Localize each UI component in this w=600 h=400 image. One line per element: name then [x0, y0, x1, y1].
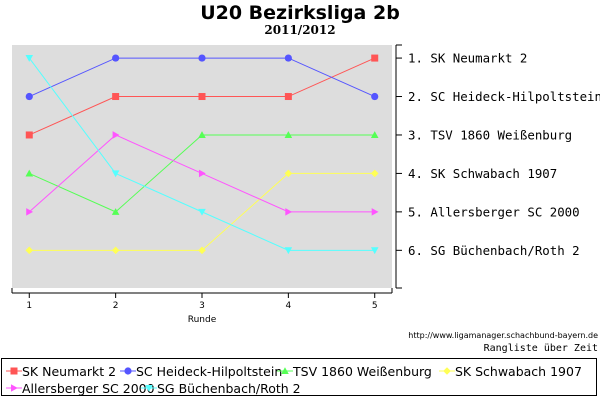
- data-point: [111, 170, 120, 178]
- legend-label: TSV 1860 Weißenburg: [293, 364, 432, 379]
- legend-item: SK Schwabach 1907: [439, 364, 582, 379]
- data-point: [111, 208, 120, 215]
- data-point: [284, 93, 292, 101]
- legend-swatch: [6, 367, 22, 375]
- right-tick-label: 1. SK Neumarkt 2: [408, 51, 527, 66]
- legend-label: SG Büchenbach/Roth 2: [157, 381, 301, 396]
- data-point: [370, 131, 379, 139]
- right-tick-label: 2. SC Heideck-Hilpoltstein: [408, 89, 600, 104]
- legend-swatch: [439, 367, 455, 375]
- x-tick-label: 3: [199, 301, 205, 311]
- data-point: [371, 92, 379, 101]
- data-point: [112, 54, 120, 62]
- legend-swatch: [120, 367, 136, 375]
- data-point: [198, 93, 206, 101]
- data-point: [284, 131, 293, 139]
- chart-subtitle: 2011/2012: [264, 23, 336, 37]
- data-point: [25, 169, 34, 177]
- source-url: http://www.ligamanager.schachbund-bayern…: [408, 331, 598, 340]
- data-point: [284, 169, 293, 178]
- data-point: [26, 208, 34, 216]
- chart-subnote: Rangliste über Zeit: [483, 343, 598, 354]
- data-point: [25, 55, 34, 62]
- data-point: [198, 246, 206, 255]
- data-point: [112, 93, 120, 101]
- data-point: [370, 247, 379, 255]
- legend-label: SC Heideck-Hilpoltstein: [136, 364, 283, 379]
- legend-item: Allersberger SC 2000: [6, 381, 155, 396]
- data-point: [370, 169, 379, 178]
- x-tick-label: 4: [285, 301, 291, 311]
- data-point: [25, 246, 34, 255]
- data-point: [198, 169, 206, 178]
- data-point: [284, 247, 293, 255]
- legend-item: SG Büchenbach/Roth 2: [141, 381, 301, 396]
- right-tick-label: 6. SG Büchenbach/Roth 2: [408, 243, 580, 258]
- legend-item: SK Neumarkt 2: [6, 364, 116, 379]
- right-tick-label: 5. Allersberger SC 2000: [408, 204, 580, 219]
- x-tick-label: 1: [26, 301, 32, 311]
- data-point: [284, 54, 292, 62]
- legend-item: TSV 1860 Weißenburg: [277, 364, 432, 379]
- data-point: [198, 54, 206, 62]
- legend-swatch: [6, 384, 22, 392]
- data-point: [25, 131, 33, 139]
- data-point: [112, 131, 120, 139]
- data-point: [198, 131, 206, 139]
- data-point: [198, 208, 206, 216]
- x-tick-label: 5: [372, 301, 378, 311]
- right-tick-label: 3. TSV 1860 Weißenburg: [408, 127, 572, 142]
- data-point: [371, 208, 379, 216]
- data-point: [371, 54, 379, 62]
- legend-label: Allersberger SC 2000: [22, 381, 155, 396]
- legend-item: SC Heideck-Hilpoltstein: [120, 364, 282, 379]
- legend-swatch: [141, 384, 157, 392]
- legend-label: SK Schwabach 1907: [455, 364, 582, 379]
- chart-title: U20 Bezirksliga 2b: [200, 2, 400, 24]
- x-axis-label: Runde: [188, 315, 217, 325]
- legend-label: SK Neumarkt 2: [22, 364, 117, 379]
- data-point: [111, 246, 120, 255]
- data-point: [285, 208, 293, 216]
- x-tick-label: 2: [113, 301, 119, 311]
- legend: SK Neumarkt 2 SC Heideck-Hilpoltstein TSV …: [1, 358, 597, 396]
- legend-swatch: [277, 367, 293, 375]
- right-tick-label: 4. SK Schwabach 1907: [408, 166, 557, 181]
- data-point: [25, 92, 33, 101]
